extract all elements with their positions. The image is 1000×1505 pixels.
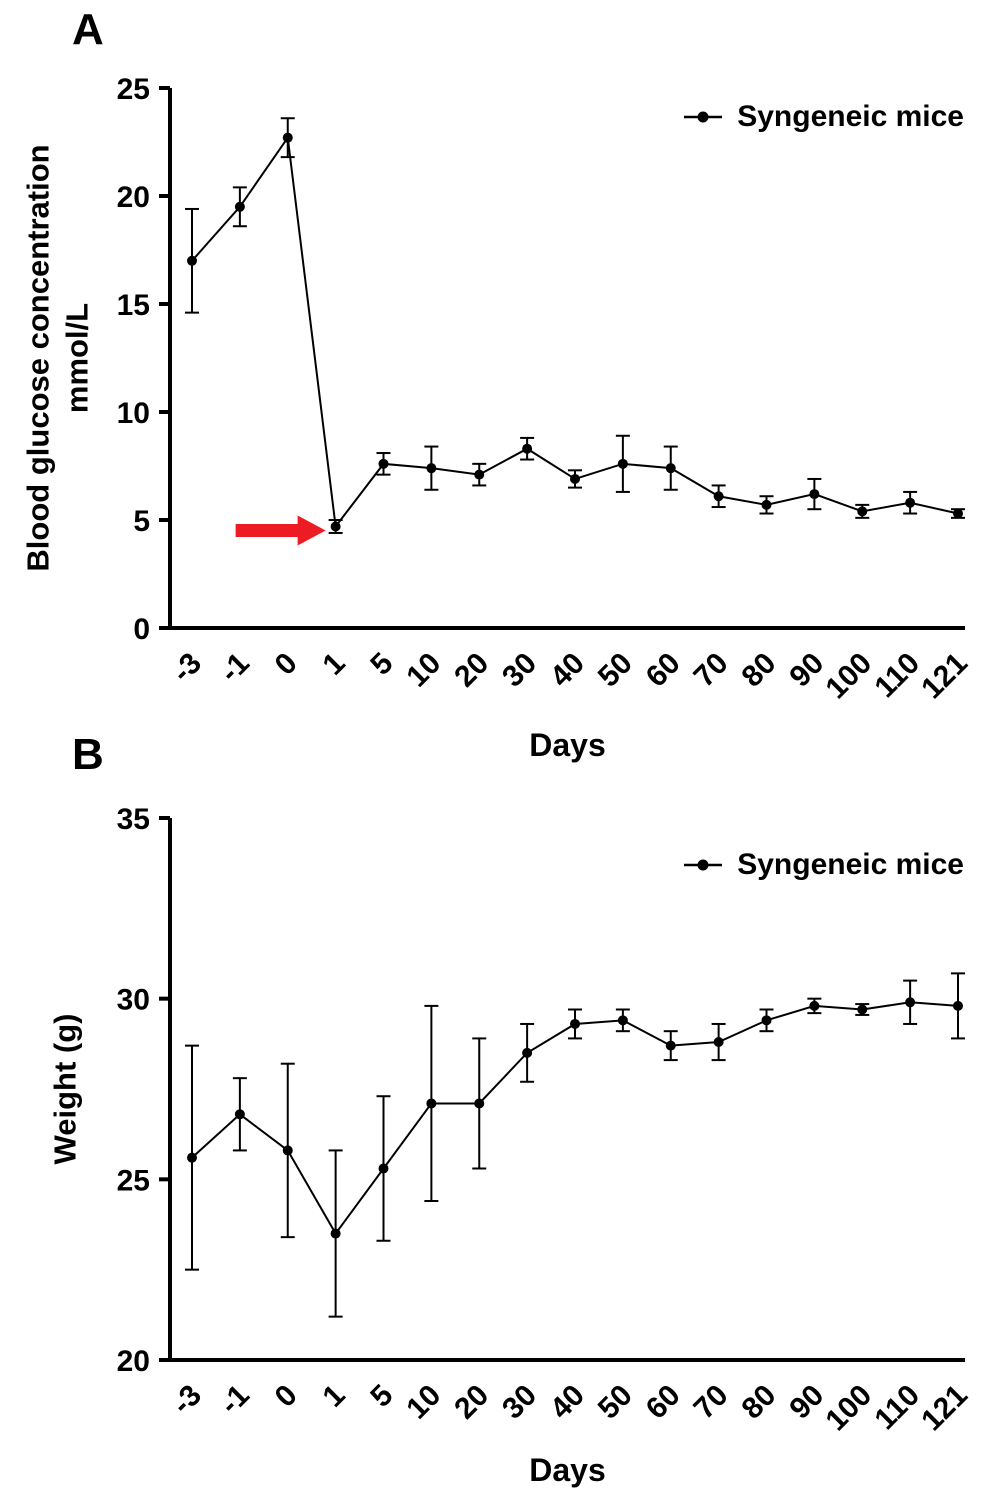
legend-line-dot-icon [684, 111, 723, 123]
panel-b-label: B [72, 730, 104, 779]
svg-text:121: 121 [915, 1379, 974, 1438]
svg-text:20: 20 [448, 647, 495, 694]
weight-legend: Syngeneic mice [681, 848, 964, 882]
glucose-x-axis-label: Days [529, 727, 606, 763]
svg-text:10: 10 [400, 647, 447, 694]
svg-text:25: 25 [117, 73, 150, 106]
svg-text:40: 40 [544, 647, 591, 694]
svg-text:15: 15 [117, 289, 150, 322]
svg-text:121: 121 [915, 647, 974, 706]
svg-text:30: 30 [117, 984, 150, 1017]
svg-text:5: 5 [133, 505, 150, 538]
svg-text:-1: -1 [214, 647, 256, 689]
svg-text:60: 60 [640, 1379, 687, 1426]
svg-text:5: 5 [364, 1379, 399, 1414]
svg-text:20: 20 [117, 1345, 150, 1378]
svg-text:50: 50 [592, 1379, 639, 1426]
glucose-legend-label: Syngeneic mice [737, 100, 964, 133]
svg-text:110: 110 [869, 647, 927, 705]
glucose-y-axis-label-line1: Blood glucose concentration [20, 144, 56, 572]
glucose-y-axis-label-line2: mmol/L [59, 302, 94, 414]
svg-text:10: 10 [117, 397, 150, 430]
svg-text:10: 10 [400, 1379, 447, 1426]
svg-text:35: 35 [117, 803, 150, 836]
svg-text:1: 1 [316, 647, 351, 682]
svg-text:80: 80 [736, 647, 783, 694]
weight-x-axis-label: Days [529, 1452, 606, 1488]
svg-text:20: 20 [117, 181, 150, 214]
svg-text:100: 100 [819, 1379, 878, 1438]
svg-text:110: 110 [869, 1379, 927, 1437]
weight-y-axis-label-line1: Weight (g) [47, 1013, 83, 1165]
svg-text:40: 40 [544, 1379, 591, 1426]
svg-text:30: 30 [496, 1379, 543, 1426]
svg-text:0: 0 [133, 613, 150, 646]
svg-text:-1: -1 [214, 1379, 256, 1421]
svg-text:0: 0 [269, 1379, 304, 1414]
legend-line-dot-icon [684, 859, 723, 871]
svg-text:5: 5 [364, 647, 399, 682]
svg-text:20: 20 [448, 1379, 495, 1426]
svg-text:0: 0 [269, 647, 304, 682]
glucose-y-axis-label: Blood glucose concentration mmol/L [19, 144, 97, 571]
svg-text:50: 50 [592, 647, 639, 694]
svg-text:-3: -3 [166, 1379, 208, 1421]
svg-text:30: 30 [496, 647, 543, 694]
svg-text:25: 25 [117, 1164, 150, 1197]
svg-text:100: 100 [819, 647, 878, 706]
panel-a-label: A [72, 5, 104, 54]
svg-text:70: 70 [688, 647, 735, 694]
svg-text:60: 60 [640, 647, 687, 694]
svg-text:-3: -3 [166, 647, 208, 689]
weight-legend-label: Syngeneic mice [737, 848, 964, 881]
glucose-legend: Syngeneic mice [681, 100, 964, 134]
weight-y-axis-label: Weight (g) [47, 1014, 86, 1165]
svg-text:1: 1 [316, 1379, 351, 1414]
svg-text:70: 70 [688, 1379, 735, 1426]
svg-text:80: 80 [736, 1379, 783, 1426]
